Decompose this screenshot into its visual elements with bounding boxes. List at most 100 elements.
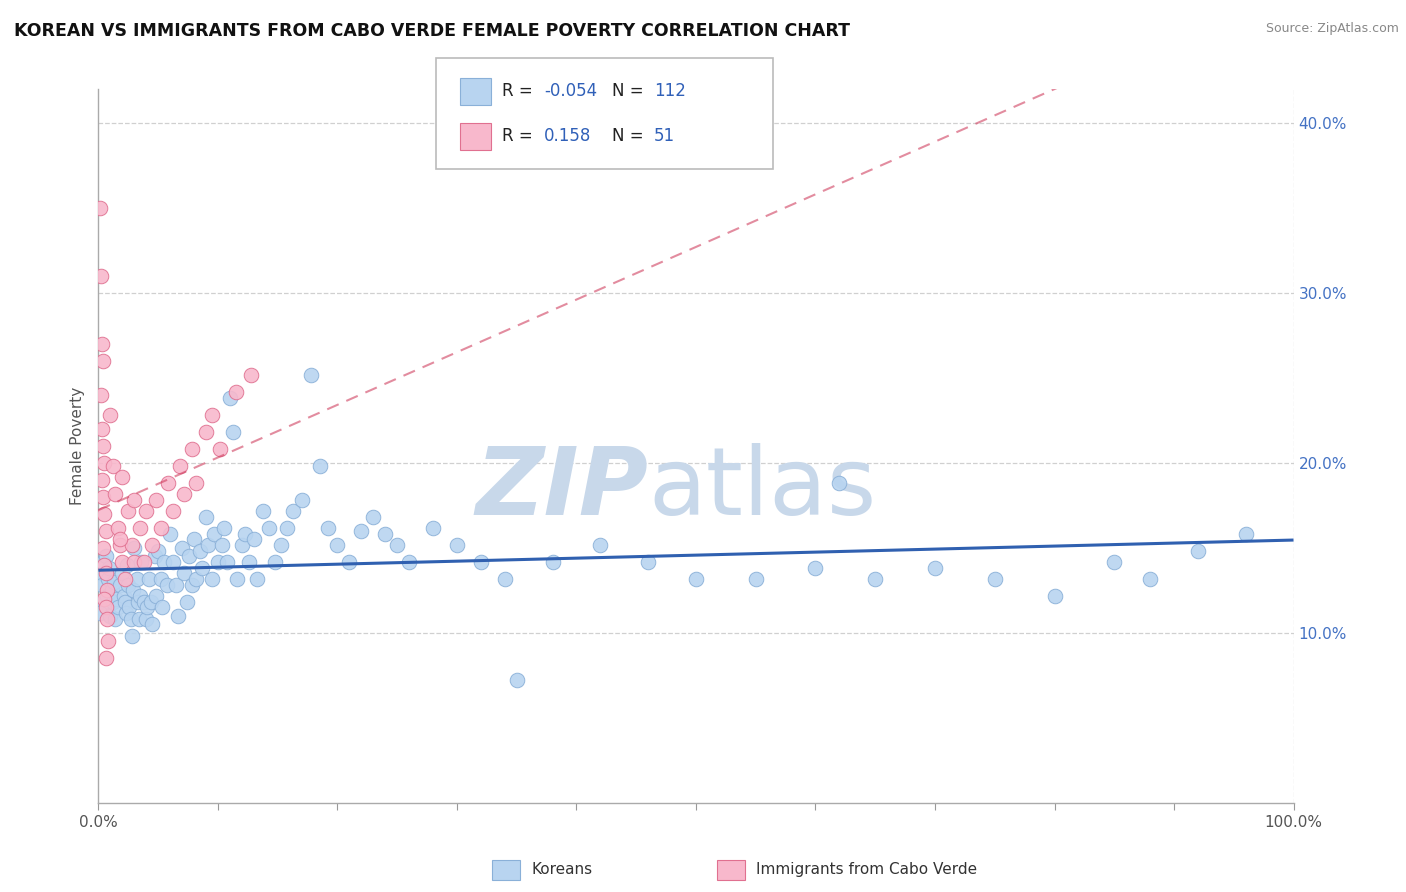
Y-axis label: Female Poverty: Female Poverty (70, 387, 86, 505)
Point (94, 566, 117, 581)
Point (243, 533, 266, 547)
Point (91, 337, 114, 351)
Point (145, 493, 167, 508)
Point (96, 612, 118, 626)
Point (115, 606, 138, 620)
Point (93, 595, 115, 609)
Point (398, 555, 420, 569)
Point (804, 561, 827, 575)
Point (180, 578, 202, 592)
Point (93, 558, 115, 572)
Point (138, 572, 160, 586)
Point (197, 537, 219, 551)
Point (264, 555, 287, 569)
Point (316, 520, 339, 534)
Point (121, 537, 143, 551)
Point (231, 537, 253, 551)
Point (1187, 544, 1209, 558)
Point (470, 555, 492, 569)
Point (91, 578, 114, 592)
Point (91, 490, 114, 504)
Point (114, 595, 136, 609)
Point (186, 476, 208, 491)
Point (195, 510, 218, 524)
Point (246, 572, 269, 586)
Point (363, 510, 385, 524)
Point (156, 476, 179, 491)
Point (212, 520, 235, 534)
Point (924, 561, 946, 575)
Point (446, 537, 468, 551)
Point (139, 595, 162, 609)
Point (173, 566, 195, 581)
Point (117, 578, 139, 592)
Point (984, 572, 1007, 586)
Point (98, 561, 121, 575)
Point (211, 537, 233, 551)
Point (422, 520, 444, 534)
Point (124, 555, 146, 569)
Point (202, 527, 225, 541)
Point (506, 673, 529, 688)
Point (101, 459, 124, 474)
Point (91, 473, 114, 487)
Point (128, 612, 150, 626)
Point (162, 503, 184, 517)
Point (122, 583, 145, 598)
Point (494, 572, 516, 586)
Point (98, 409, 122, 423)
Point (162, 555, 184, 569)
Point (108, 533, 131, 547)
Point (150, 600, 173, 615)
Text: N =: N = (612, 128, 648, 145)
Point (114, 572, 136, 586)
Point (222, 425, 245, 440)
Point (149, 520, 172, 534)
Point (183, 533, 205, 547)
Point (98, 608, 122, 623)
Point (172, 541, 194, 555)
Point (186, 572, 208, 586)
Point (100, 583, 122, 598)
Point (91, 354, 114, 368)
Point (89, 606, 111, 620)
Point (107, 520, 129, 534)
Text: Source: ZipAtlas.com: Source: ZipAtlas.com (1265, 22, 1399, 36)
Point (201, 409, 224, 423)
Point (339, 555, 361, 569)
Point (94, 600, 117, 615)
Point (141, 617, 163, 632)
Point (131, 555, 153, 569)
Point (385, 537, 409, 551)
Point (225, 384, 247, 399)
Text: 51: 51 (654, 128, 675, 145)
Point (308, 459, 330, 474)
Point (238, 555, 260, 569)
Point (299, 368, 322, 382)
Point (132, 595, 155, 609)
Point (1139, 572, 1161, 586)
Point (90, 388, 112, 402)
Point (91, 439, 114, 453)
Point (169, 459, 191, 474)
Point (176, 595, 198, 609)
Point (217, 555, 239, 569)
Point (865, 572, 887, 586)
Text: ZIP: ZIP (475, 442, 648, 535)
Text: 0.158: 0.158 (544, 128, 592, 145)
Point (637, 555, 659, 569)
Point (180, 442, 202, 457)
Point (93, 456, 115, 470)
Point (96, 583, 118, 598)
Point (124, 493, 146, 508)
Point (94, 651, 117, 665)
Point (179, 549, 201, 564)
Point (111, 555, 134, 569)
Point (149, 572, 172, 586)
Point (201, 572, 224, 586)
Point (111, 469, 134, 483)
Point (745, 572, 768, 586)
Point (259, 520, 281, 534)
Point (129, 520, 152, 534)
Point (270, 537, 292, 551)
